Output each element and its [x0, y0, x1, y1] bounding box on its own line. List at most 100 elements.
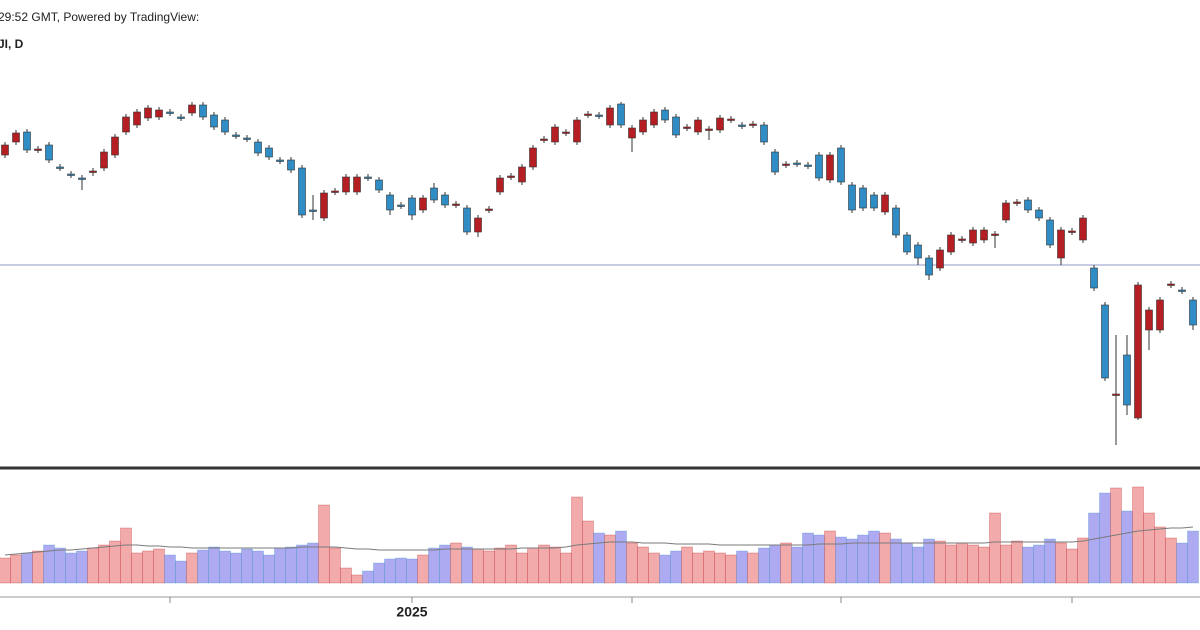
- candle-body: [925, 257, 933, 276]
- candle-body: [397, 204, 405, 207]
- volume-bar: [1121, 510, 1133, 584]
- candle-body: [1134, 284, 1142, 419]
- volume-bar: [406, 558, 418, 584]
- x-tick-label: 2025: [396, 604, 427, 620]
- candle-body: [1079, 217, 1087, 241]
- candle-body: [837, 147, 845, 183]
- candle-body: [23, 131, 31, 151]
- volume-bar: [318, 504, 330, 584]
- volume-bar: [659, 554, 671, 584]
- candle-body: [826, 154, 834, 181]
- volume-bar: [549, 546, 561, 584]
- candle-body: [89, 170, 97, 173]
- candle-body: [1123, 354, 1131, 406]
- volume-bar: [912, 546, 924, 584]
- candle-body: [364, 176, 372, 179]
- volume-bar: [307, 542, 319, 584]
- volume-bar: [945, 544, 957, 584]
- candle-body: [870, 194, 878, 209]
- candle-body: [672, 116, 680, 136]
- candle-body: [716, 117, 724, 131]
- volume-bar: [21, 552, 33, 584]
- candle-body: [1112, 393, 1120, 396]
- candle-body: [166, 111, 174, 114]
- candle-body: [1068, 230, 1076, 233]
- volume-bar: [131, 552, 143, 584]
- candle-body: [639, 119, 647, 133]
- candle-body: [683, 126, 691, 129]
- candle-body: [122, 116, 130, 133]
- volume-bar: [472, 548, 484, 584]
- candle-body: [1024, 199, 1032, 211]
- volume-bar: [461, 546, 473, 584]
- candle-body: [232, 134, 240, 137]
- candle-body: [1002, 202, 1010, 221]
- candle-body: [859, 187, 867, 209]
- volume-bar: [516, 552, 528, 584]
- candle-body: [958, 238, 966, 241]
- candle-body: [892, 207, 900, 236]
- volume-bar: [626, 542, 638, 584]
- candle-body: [1035, 209, 1043, 219]
- volume-bar: [10, 554, 22, 584]
- candle-body: [430, 187, 438, 201]
- candle-body: [848, 184, 856, 211]
- candle-body: [1178, 289, 1186, 292]
- candle-body: [463, 207, 471, 233]
- volume-bar: [373, 562, 385, 584]
- candle-body: [496, 177, 504, 193]
- candle-body: [782, 163, 790, 166]
- candle-body: [133, 111, 141, 126]
- volume-bar: [670, 550, 682, 584]
- volume-bar: [439, 544, 451, 584]
- candle-body: [980, 229, 988, 241]
- candle-body: [771, 151, 779, 173]
- candle-body: [1046, 219, 1054, 246]
- candle-body: [243, 137, 251, 140]
- volume-bar: [208, 546, 220, 584]
- volume-bar: [252, 550, 264, 584]
- candle-body: [936, 249, 944, 269]
- volume-bar: [1066, 548, 1078, 584]
- candle-body: [947, 234, 955, 253]
- volume-bar: [241, 548, 253, 584]
- candle-body: [1090, 267, 1098, 289]
- candle-body: [331, 190, 339, 193]
- candle-body: [562, 131, 570, 134]
- candle-body: [903, 234, 911, 253]
- volume-bar: [54, 547, 66, 584]
- volume-bar: [703, 550, 715, 584]
- volume-bar: [1022, 546, 1034, 584]
- volume-bar: [934, 540, 946, 584]
- volume-bar: [923, 538, 935, 584]
- candle-body: [45, 144, 53, 161]
- volume-bar: [120, 527, 132, 584]
- candle-body: [518, 166, 526, 183]
- candle-body: [617, 103, 625, 126]
- volume-bar: [109, 540, 121, 584]
- candle-body: [155, 109, 163, 118]
- volume-bar: [142, 550, 154, 584]
- volume-bar: [340, 567, 352, 584]
- candle-body: [991, 233, 999, 236]
- volume-bar: [197, 549, 209, 584]
- candle-body: [287, 159, 295, 171]
- candle-body: [507, 175, 515, 178]
- candle-body: [210, 114, 218, 128]
- volume-bar: [417, 554, 429, 584]
- volume-bar: [681, 546, 693, 584]
- volume-bar: [1187, 530, 1199, 584]
- candle-body: [1156, 299, 1164, 331]
- candle-body: [375, 179, 383, 191]
- volume-bar: [1033, 544, 1045, 584]
- volume-ma-line: [4, 526, 1194, 556]
- volume-bar: [538, 544, 550, 584]
- volume-bar: [879, 532, 891, 584]
- volume-bar: [274, 547, 286, 584]
- candle-body: [199, 104, 207, 118]
- volume-bar: [505, 544, 517, 584]
- volume-bar: [901, 542, 913, 584]
- candle-body: [694, 119, 702, 133]
- volume-bar: [87, 547, 99, 584]
- volume-bar: [32, 550, 44, 584]
